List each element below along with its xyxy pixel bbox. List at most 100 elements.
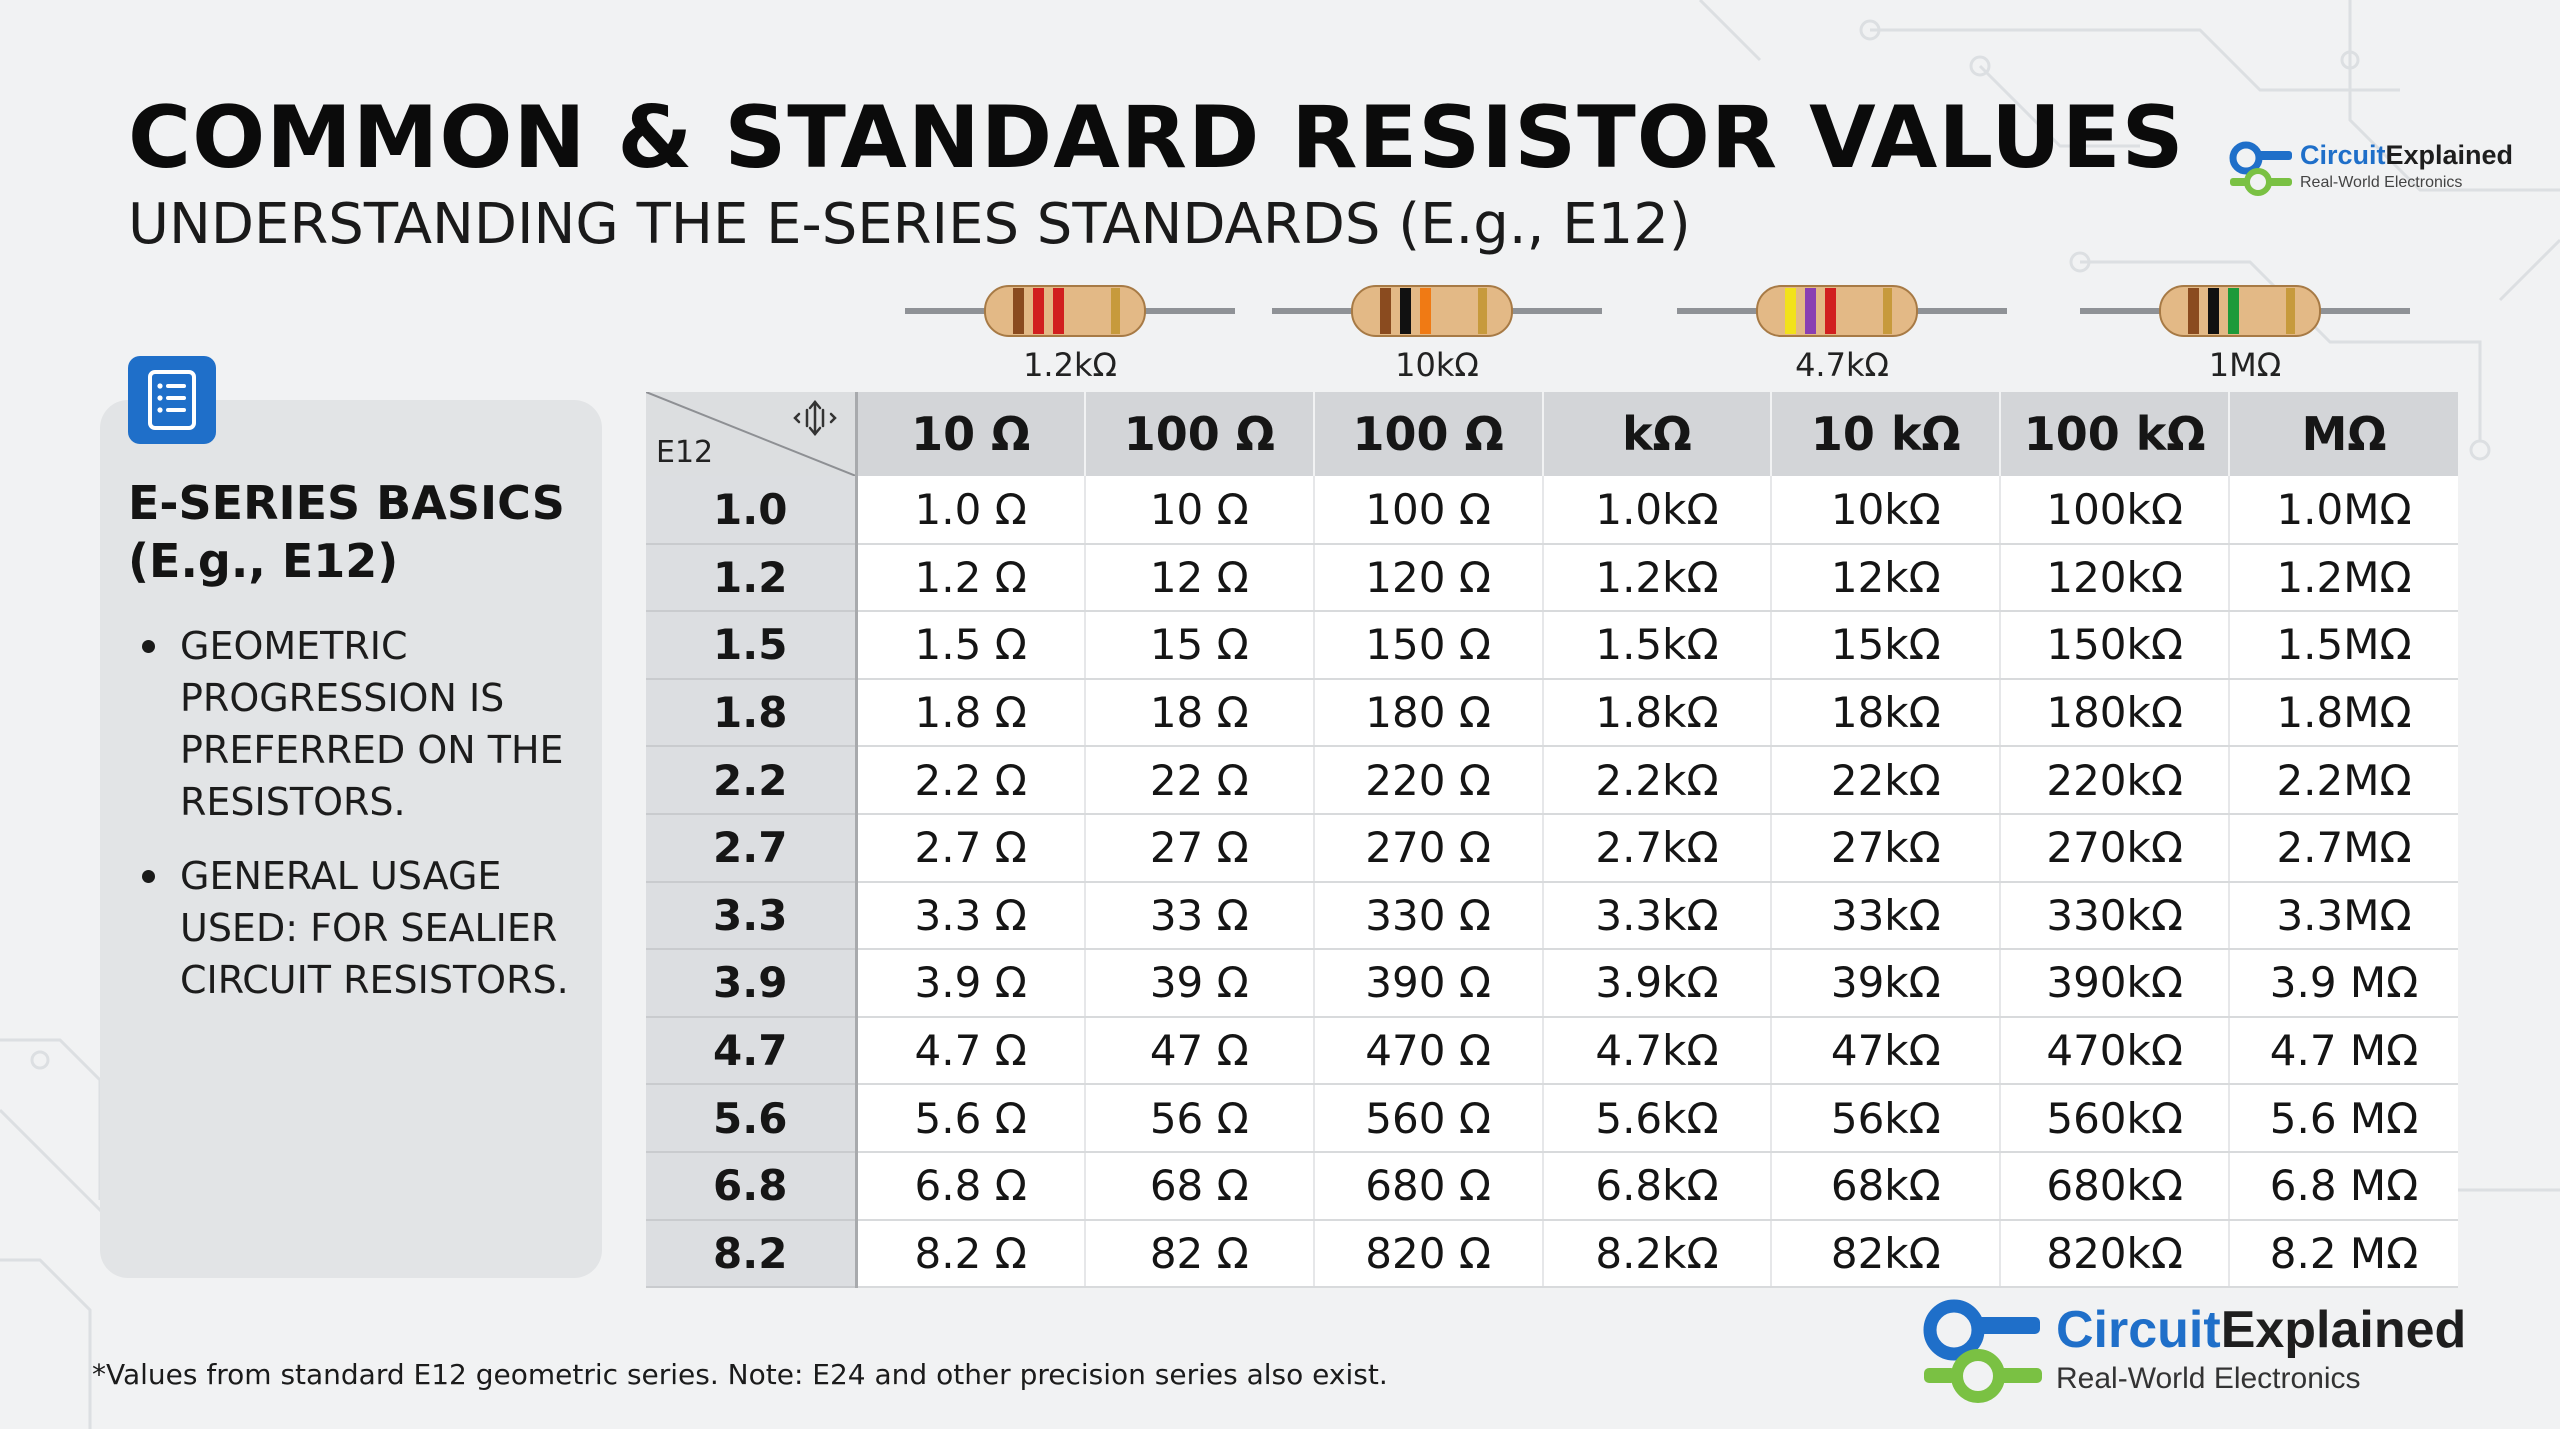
- table-cell: 4.7 Ω: [855, 1016, 1085, 1086]
- table-cell: 470kΩ: [1999, 1016, 2230, 1086]
- table-cell: 3.3MΩ: [2228, 881, 2458, 951]
- table-row: 5.6 5.6 Ω 56 Ω 560 Ω 5.6kΩ 56kΩ 560kΩ 5.6 MΩ: [646, 1084, 2458, 1153]
- resistor-illustration: 1.2kΩ: [905, 282, 1235, 384]
- table-cell: 47kΩ: [1770, 1016, 2001, 1086]
- table-cell: 4.7kΩ: [1541, 1016, 1772, 1086]
- brand-name: CircuitExplained: [2300, 140, 2514, 170]
- color-band: [1420, 288, 1431, 334]
- color-band: [1785, 288, 1796, 334]
- resistor-body: [2159, 285, 2321, 337]
- color-band: [1400, 288, 1411, 334]
- table-row: 1.2 1.2 Ω 12 Ω 120 Ω 1.2kΩ 12kΩ 120kΩ 1.2MΩ: [646, 543, 2458, 613]
- brand-tagline: Real-World Electronics: [2056, 1362, 2361, 1395]
- footnote: *Values from standard E12 geometric seri…: [92, 1358, 1388, 1391]
- table-cell: 6.8kΩ: [1541, 1151, 1772, 1221]
- resistor-graphic: [1677, 285, 2007, 337]
- row-header-e12: 4.7: [646, 1016, 858, 1086]
- table-cell: 33kΩ: [1770, 881, 2001, 951]
- table-cell: 3.9 MΩ: [2228, 949, 2458, 1018]
- table-cell: 27 Ω: [1083, 813, 1314, 883]
- table-body: 1.0 1.0 Ω 10 Ω 100 Ω 1.0kΩ 10kΩ 100kΩ 1.0MΩ 1.2 1…: [646, 476, 2458, 1289]
- column-header: 100 Ω: [1083, 392, 1314, 476]
- table-row: 1.8 1.8 Ω 18 Ω 180 Ω 1.8kΩ 18kΩ 180kΩ 1.8MΩ: [646, 678, 2458, 748]
- row-header-e12: 2.2: [646, 746, 858, 815]
- color-band: [2188, 288, 2199, 334]
- sidebar-list: GEOMETRIC PROGRESSION IS PREFERRED ON TH…: [142, 620, 582, 1028]
- table-cell: 680kΩ: [1999, 1151, 2230, 1221]
- table-cell: 120kΩ: [1999, 543, 2230, 613]
- resistor-illustration: 1MΩ: [2080, 282, 2410, 384]
- table-cell: 270 Ω: [1312, 813, 1543, 883]
- resistor-illustration: 10kΩ: [1272, 282, 1602, 384]
- table-cell: 56 Ω: [1083, 1084, 1314, 1153]
- table-cell: 330 Ω: [1312, 881, 1543, 951]
- table-cell: 390kΩ: [1999, 949, 2230, 1018]
- table-cell: 6.8 Ω: [855, 1151, 1085, 1221]
- circuit-logo-icon: [2229, 141, 2292, 196]
- page-subtitle: UNDERSTANDING THE E-SERIES STANDARDS (E.…: [128, 192, 1691, 257]
- color-band: [2228, 288, 2239, 334]
- row-header-e12: 1.8: [646, 678, 858, 748]
- color-band: [1805, 288, 1816, 334]
- tolerance-band: [1111, 288, 1120, 334]
- column-header: MΩ: [2228, 392, 2458, 476]
- table-cell: 1.2MΩ: [2228, 543, 2458, 613]
- table-cell: 220kΩ: [1999, 746, 2230, 815]
- resistor-graphic: [1272, 285, 1602, 337]
- tolerance-band: [1883, 288, 1892, 334]
- sidebar-card: [100, 400, 602, 1278]
- resistor-label: 10kΩ: [1395, 346, 1479, 384]
- table-cell: 150kΩ: [1999, 611, 2230, 680]
- table-cell: 2.2kΩ: [1541, 746, 1772, 815]
- table-cell: 39 Ω: [1083, 949, 1314, 1018]
- corner-diagonal: [646, 392, 853, 476]
- table-row: 1.5 1.5 Ω 15 Ω 150 Ω 1.5kΩ 15kΩ 150kΩ 1.5MΩ: [646, 611, 2458, 680]
- resistor-body: [1351, 285, 1513, 337]
- row-header-e12: 5.6: [646, 1084, 858, 1153]
- row-header-e12: 3.9: [646, 949, 858, 1018]
- table-row: 4.7 4.7 Ω 47 Ω 470 Ω 4.7kΩ 47kΩ 470kΩ 4.7 MΩ: [646, 1016, 2458, 1086]
- resistor-label: 4.7kΩ: [1795, 346, 1889, 384]
- sidebar-item: GENERAL USAGE USED: FOR SEALIER CIRCUIT …: [142, 850, 582, 1006]
- table-cell: 10 Ω: [1083, 476, 1314, 545]
- table-cell: 18kΩ: [1770, 678, 2001, 748]
- table-cell: 6.8 MΩ: [2228, 1151, 2458, 1221]
- table-cell: 5.6kΩ: [1541, 1084, 1772, 1153]
- table-row: 2.7 2.7 Ω 27 Ω 270 Ω 2.7kΩ 27kΩ 270kΩ 2.7MΩ: [646, 813, 2458, 883]
- table-cell: 27kΩ: [1770, 813, 2001, 883]
- table-cell: 1.2kΩ: [1541, 543, 1772, 613]
- table-cell: 22 Ω: [1083, 746, 1314, 815]
- table-cell: 3.3kΩ: [1541, 881, 1772, 951]
- table-cell: 1.0MΩ: [2228, 476, 2458, 545]
- resistor-body: [984, 285, 1146, 337]
- table-row: 3.3 3.3 Ω 33 Ω 330 Ω 3.3kΩ 33kΩ 330kΩ 3.3MΩ: [646, 881, 2458, 951]
- table-cell: 560 Ω: [1312, 1084, 1543, 1153]
- color-band: [1825, 288, 1836, 334]
- table-cell: 820 Ω: [1312, 1219, 1543, 1289]
- table-cell: 3.9 Ω: [855, 949, 1085, 1018]
- tolerance-band: [1478, 288, 1487, 334]
- tolerance-band: [2286, 288, 2295, 334]
- table-cell: 12kΩ: [1770, 543, 2001, 613]
- table-cell: 1.8MΩ: [2228, 678, 2458, 748]
- resistor-label: 1.2kΩ: [1023, 346, 1117, 384]
- sidebar-item: GEOMETRIC PROGRESSION IS PREFERRED ON TH…: [142, 620, 582, 828]
- table-cell: 1.2 Ω: [855, 543, 1085, 613]
- table-cell: 3.9kΩ: [1541, 949, 1772, 1018]
- table-cell: 56kΩ: [1770, 1084, 2001, 1153]
- resistor-label: 1MΩ: [2208, 346, 2282, 384]
- row-header-e12: 8.2: [646, 1219, 858, 1289]
- column-header: 10 Ω: [855, 392, 1085, 476]
- table-cell: 4.7 MΩ: [2228, 1016, 2458, 1086]
- row-header-e12: 6.8: [646, 1151, 858, 1221]
- table-cell: 100kΩ: [1999, 476, 2230, 545]
- brand-logo-small: CircuitExplained Real-World Electronics: [2228, 140, 2528, 200]
- sidebar-heading: E-SERIES BASICS (E.g., E12): [128, 476, 565, 588]
- table-cell: 150 Ω: [1312, 611, 1543, 680]
- table-cell: 1.8kΩ: [1541, 678, 1772, 748]
- table-cell: 820kΩ: [1999, 1219, 2230, 1289]
- table-cell: 8.2 Ω: [855, 1219, 1085, 1289]
- row-header-e12: 2.7: [646, 813, 858, 883]
